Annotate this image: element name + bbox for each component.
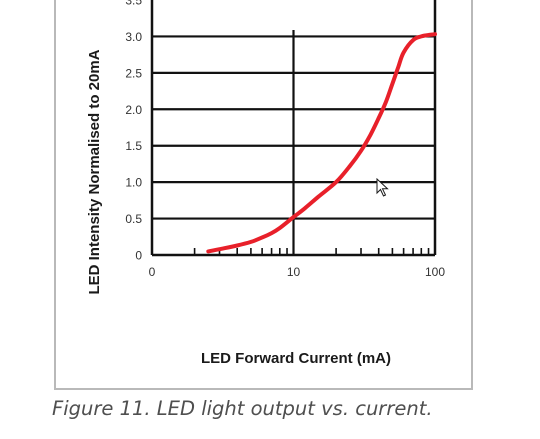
- x-tick-label: 100: [425, 265, 445, 279]
- figure-frame: 0 0.5 1.0 1.5 2.0 2.5 3.0 3.5 0 10 100 LED Forward…: [54, 0, 473, 390]
- chart: 0 0.5 1.0 1.5 2.0 2.5 3.0 3.5 0 10 100 LED Forward…: [86, 0, 445, 367]
- y-tick-label: 0.5: [125, 212, 142, 226]
- y-axis-title: LED Intensity Normalised to 20mA: [86, 49, 103, 294]
- x-tick-label: 0: [149, 265, 156, 279]
- y-tick-label: 1.5: [125, 139, 142, 153]
- y-tick-label: 2.0: [125, 103, 142, 117]
- y-tick-label: 2.5: [125, 66, 142, 80]
- y-tick-label: 3.5: [125, 0, 142, 8]
- x-tick-label: 10: [287, 265, 301, 279]
- y-tick-label: 0: [135, 249, 142, 263]
- intensity-curve: [206, 32, 437, 254]
- y-tick-label: 1.0: [125, 176, 142, 190]
- mouse-pointer-icon: [376, 178, 389, 197]
- y-tick-label: 3.0: [125, 30, 142, 44]
- figure-caption: Figure 11. LED light output vs. current.: [52, 397, 433, 420]
- x-axis-title: LED Forward Current (mA): [201, 350, 391, 367]
